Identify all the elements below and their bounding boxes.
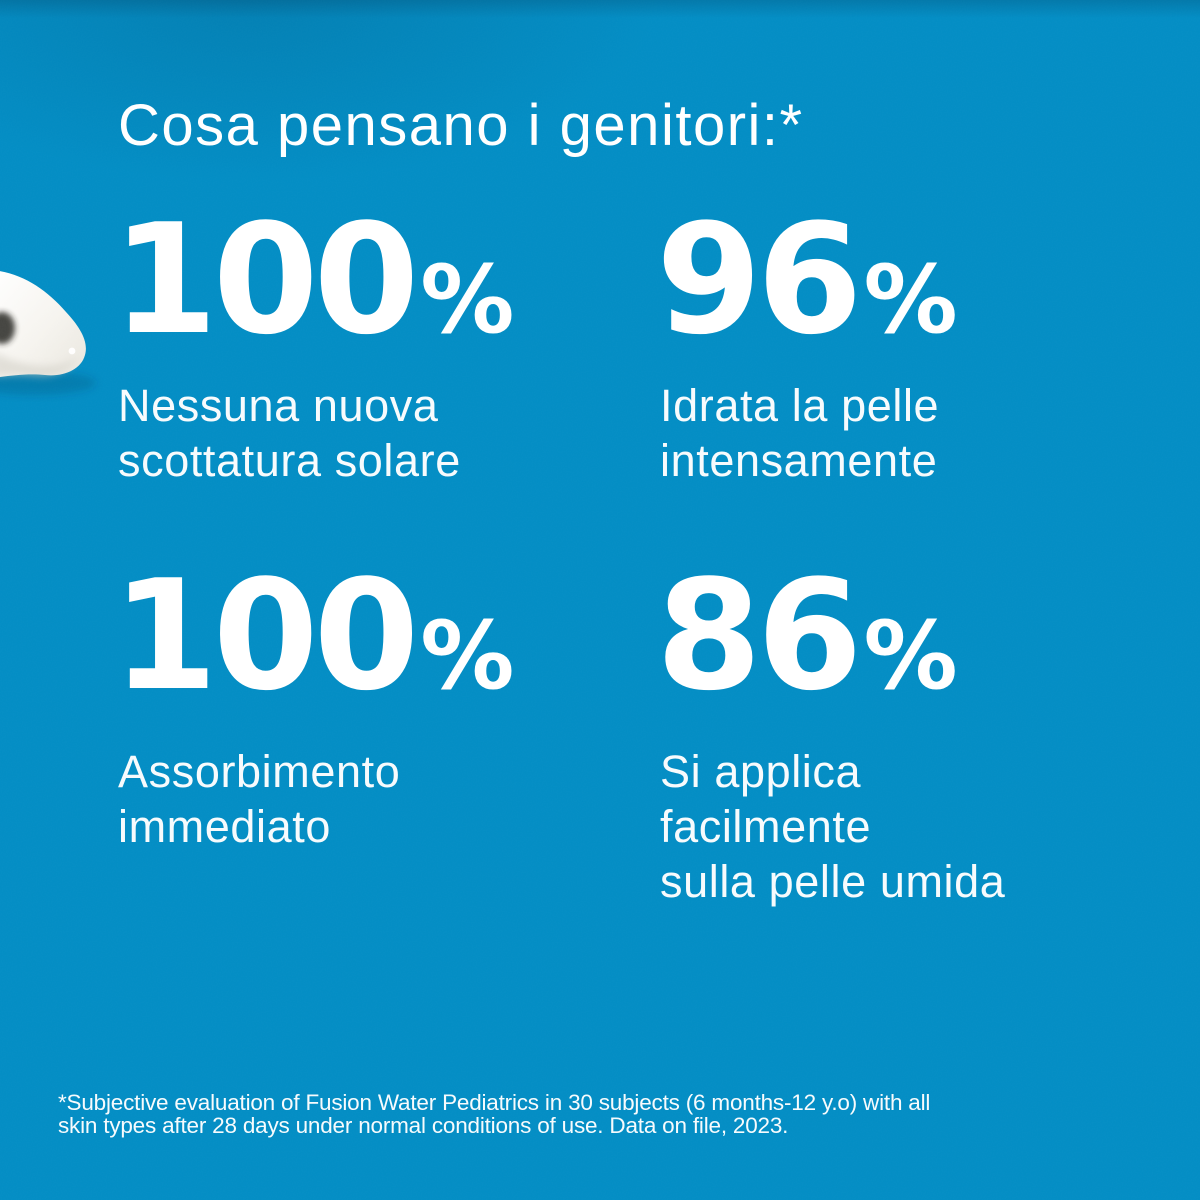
stat-value-applies-easily: 86%	[656, 560, 958, 712]
stat-value-no-new-sunburn: 100%	[112, 204, 514, 356]
stat-number: 86	[656, 547, 863, 724]
stat-label-hydrates-skin: Idrata la pelle intensamente	[660, 378, 939, 488]
cream-drop-photo	[0, 271, 96, 395]
cream-drop-body	[0, 271, 86, 377]
stat-number: 96	[656, 191, 863, 368]
cream-drop-shadow	[0, 371, 96, 395]
stat-label-line: Idrata la pelle	[660, 380, 940, 431]
cream-drop-dark-spot	[0, 312, 15, 344]
stat-label-applies-easily: Si applica facilmente sulla pelle umida	[660, 744, 1005, 909]
stat-label-line: Si applica	[660, 746, 862, 797]
percent-sign: %	[420, 602, 515, 711]
percent-sign: %	[420, 246, 515, 355]
stat-label-line: Assorbimento	[118, 746, 401, 797]
stat-label-no-new-sunburn: Nessuna nuova scottatura solare	[118, 378, 461, 488]
stat-label-line: facilmente	[660, 801, 872, 852]
stat-label-line: immediato	[118, 801, 331, 852]
footnote-line: *Subjective evaluation of Fusion Water P…	[58, 1090, 931, 1115]
stat-label-line: scottatura solare	[118, 435, 461, 486]
stat-value-hydrates-skin: 96%	[656, 204, 958, 356]
footnote-line: skin types after 28 days under normal co…	[58, 1112, 789, 1138]
percent-sign: %	[863, 246, 958, 355]
stat-number: 100	[112, 191, 419, 368]
footnote: *Subjective evaluation of Fusion Water P…	[58, 1090, 1158, 1138]
page-title: Cosa pensano i genitori:*	[118, 92, 804, 158]
cream-drop-shading	[0, 355, 78, 377]
stat-label-line: sulla pelle umida	[660, 856, 1006, 907]
stat-label-immediate-absorption: Assorbimento immediato	[118, 744, 400, 854]
top-shading	[0, 0, 1200, 18]
percent-sign: %	[863, 602, 958, 711]
cream-drop-highlight	[68, 347, 76, 355]
stat-label-line: intensamente	[660, 435, 938, 486]
stat-label-line: Nessuna nuova	[118, 380, 439, 431]
stat-value-immediate-absorption: 100%	[112, 560, 514, 712]
stat-number: 100	[112, 547, 419, 724]
